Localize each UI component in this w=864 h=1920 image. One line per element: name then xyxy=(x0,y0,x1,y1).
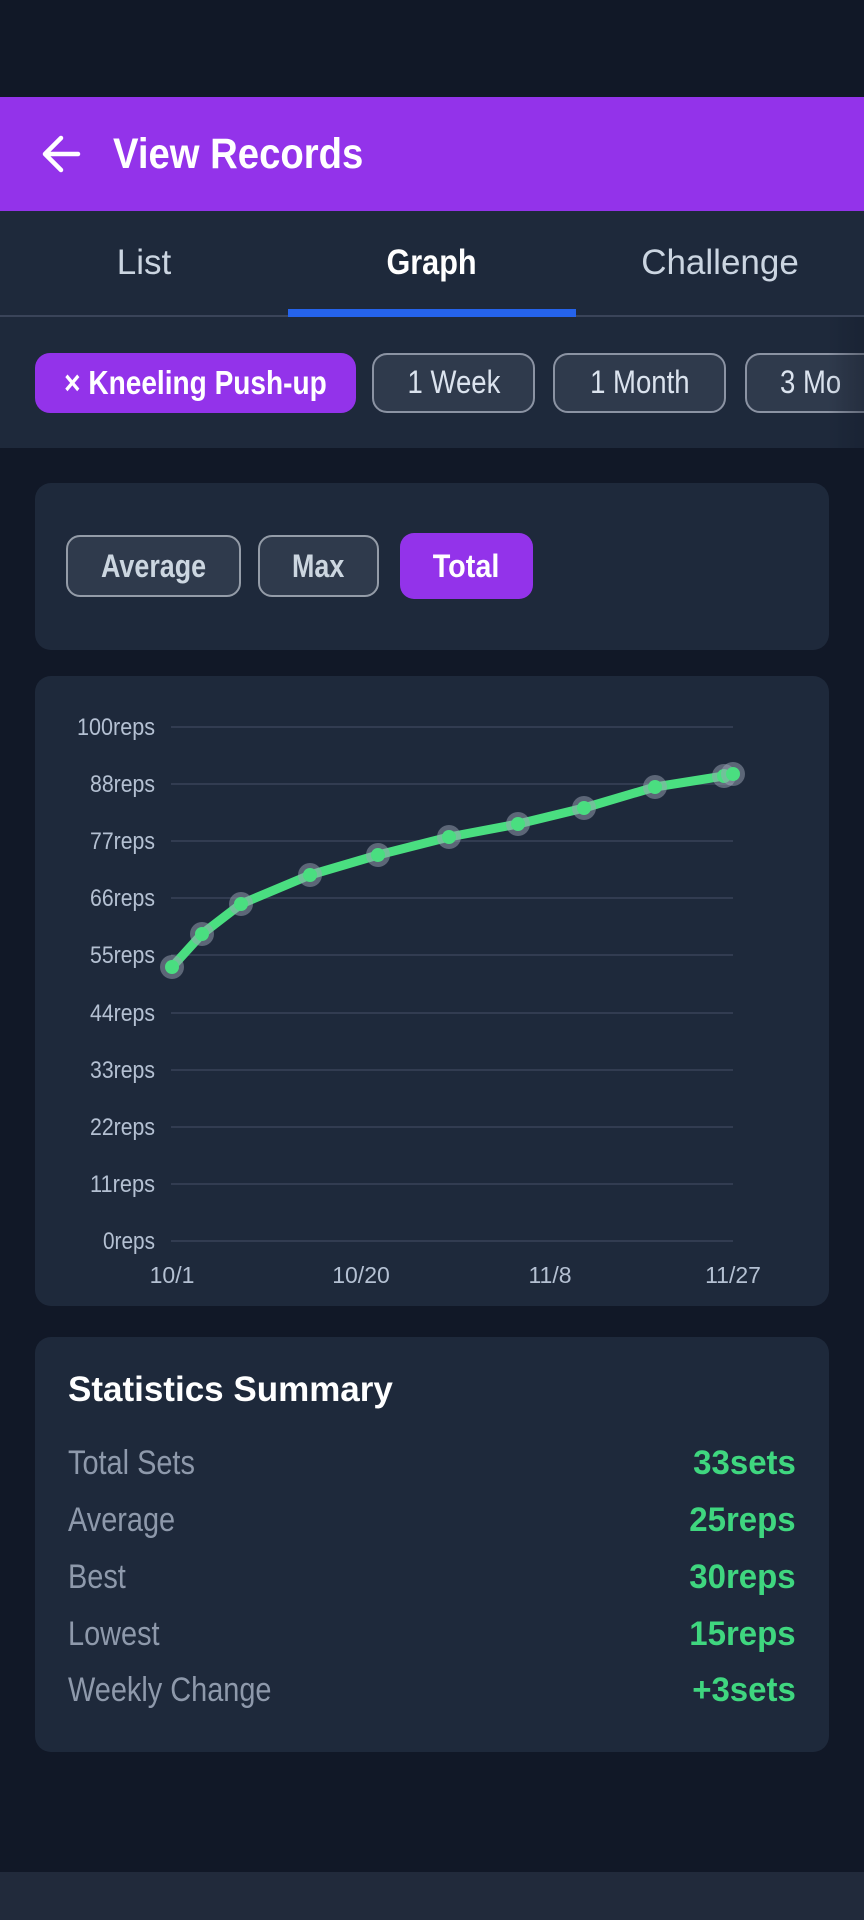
svg-text:33reps: 33reps xyxy=(90,1057,155,1084)
svg-text:11reps: 11reps xyxy=(90,1171,155,1198)
svg-text:10/20: 10/20 xyxy=(332,1262,390,1288)
svg-text:11/8: 11/8 xyxy=(528,1262,571,1288)
svg-text:77reps: 77reps xyxy=(90,828,155,855)
svg-text:66reps: 66reps xyxy=(90,885,155,912)
svg-text:10/1: 10/1 xyxy=(150,1262,195,1288)
svg-text:88reps: 88reps xyxy=(90,771,155,798)
svg-text:11/27: 11/27 xyxy=(705,1262,761,1288)
svg-text:55reps: 55reps xyxy=(90,942,155,969)
svg-text:0reps: 0reps xyxy=(103,1228,155,1255)
svg-text:44reps: 44reps xyxy=(90,1000,155,1027)
svg-text:22reps: 22reps xyxy=(90,1114,155,1141)
svg-text:100reps: 100reps xyxy=(77,714,155,741)
